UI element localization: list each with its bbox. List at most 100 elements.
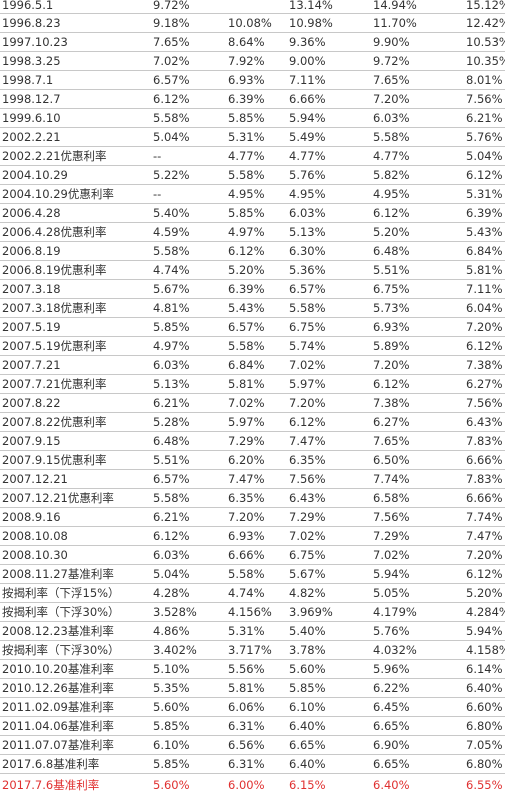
rate-cell: 5.85% [153,719,190,733]
rate-cell: 6.75% [289,548,326,562]
table-row: 2008.12.23基准利率 4.86% 5.31% 5.40% 5.76% 5.94% [0,622,505,641]
rate-cell: 6.48% [153,434,190,448]
rate-cell: 6.93% [373,320,410,334]
rate-cell: 7.83% [466,434,503,448]
rate-cell: 6.12% [153,92,190,106]
table-row: 2004.10.29 5.22% 5.58% 5.76% 5.82% 6.12% [0,166,505,185]
rate-cell: 7.20% [228,510,265,524]
rate-cell: 7.47% [228,472,265,486]
rate-cell: 6.50% [373,453,410,467]
rate-cell: 6.90% [373,738,410,752]
rate-cell: -- [153,149,162,163]
rate-cell: 5.31% [228,624,265,638]
rate-cell: 5.22% [153,168,190,182]
rate-cell: 7.29% [289,510,326,524]
rate-cell: 6.06% [228,700,265,714]
date-cell: 2007.3.18优惠利率 [2,301,107,315]
rate-cell: 7.47% [466,529,503,543]
table-row: 2007.8.22 6.21% 7.02% 7.20% 7.38% 7.56% [0,394,505,413]
rate-cell: 7.11% [466,282,503,296]
rate-cell: 10.08% [228,16,272,30]
rate-cell: 5.40% [289,624,326,638]
rate-cell: 5.74% [289,339,326,353]
rate-cell: 6.66% [466,453,503,467]
rate-cell: 6.10% [153,738,190,752]
date-cell: 2008.10.08 [2,529,68,543]
rate-cell: 5.43% [466,225,503,239]
rate-cell: 6.22% [373,681,410,695]
rate-cell: 5.43% [228,301,265,315]
rate-cell: 6.40% [289,719,326,733]
rate-cell: 6.03% [153,358,190,372]
table-row-highlighted: 2017.7.6基准利率 5.60% 6.00% 6.15% 6.40% 6.55% [0,774,505,797]
date-cell: 1999.6.10 [2,111,61,125]
rate-cell: 6.39% [466,206,503,220]
rate-cell: 4.284% [466,605,505,619]
rate-cell: 5.20% [373,225,410,239]
rate-cell: 3.969% [289,605,333,619]
table-row: 2007.9.15 6.48% 7.29% 7.47% 7.65% 7.83% [0,432,505,451]
rate-cell: 9.72% [373,54,410,68]
rate-cell: 5.58% [153,111,190,125]
rate-cell: 5.56% [228,662,265,676]
table-row: 2006.8.19优惠利率 4.74% 5.20% 5.36% 5.51% 5.81% [0,261,505,280]
date-cell: 2002.2.21 [2,130,61,144]
rate-cell: 4.86% [153,624,190,638]
rate-cell: 5.58% [228,339,265,353]
date-cell: 2007.8.22优惠利率 [2,415,107,429]
rate-cell: 6.12% [373,377,410,391]
rate-cell: 6.93% [228,73,265,87]
rate-cell: 6.66% [466,491,503,505]
rate-cell: 7.92% [228,54,265,68]
rate-cell: 6.35% [228,491,265,505]
rate-cell: 5.04% [466,149,503,163]
rate-cell: 9.36% [289,35,326,49]
table-row: 2007.5.19优惠利率 4.97% 5.58% 5.74% 5.89% 6.12% [0,337,505,356]
rate-cell: 4.156% [228,605,272,619]
rate-cell: 4.77% [228,149,265,163]
rate-cell: 6.39% [228,282,265,296]
rate-cell: 5.58% [153,244,190,258]
rate-cell: 10.98% [289,16,333,30]
rate-cell: 5.51% [153,453,190,467]
rate-cell: 5.05% [373,586,410,600]
rate-cell: 5.58% [228,567,265,581]
date-cell: 2004.10.29优惠利率 [2,187,114,201]
table-row: 2002.2.21 5.04% 5.31% 5.49% 5.58% 5.76% [0,128,505,147]
rate-cell: 3.717% [228,643,272,657]
date-cell: 2007.7.21 [2,358,61,372]
rate-cell: 5.73% [373,301,410,315]
table-row: 1997.10.23 7.65% 8.64% 9.36% 9.90% 10.53% [0,33,505,52]
rate-cell: 6.57% [153,73,190,87]
date-cell: 2017.6.8基准利率 [2,757,100,771]
rate-cell: 10.53% [466,35,505,49]
rate-cell: 7.20% [289,396,326,410]
date-cell: 2007.12.21优惠利率 [2,491,114,505]
rate-cell: 4.97% [228,225,265,239]
rate-cell: 5.04% [153,130,190,144]
table-row: 2004.10.29优惠利率 -- 4.95% 4.95% 4.95% 5.31% [0,185,505,204]
rate-cell: 6.56% [228,738,265,752]
rate-cell: 6.65% [373,757,410,771]
rate-cell: 6.12% [289,415,326,429]
rate-cell: 6.12% [228,244,265,258]
date-cell: 2007.12.21 [2,472,68,486]
table-row: 2007.5.19 5.85% 6.57% 6.75% 6.93% 7.20% [0,318,505,337]
table-row: 2006.4.28优惠利率 4.59% 4.97% 5.13% 5.20% 5.43% [0,223,505,242]
rate-cell: 6.40% [466,681,503,695]
table-row: 2017.6.8基准利率 5.85% 6.31% 6.40% 6.65% 6.80% [0,755,505,774]
rate-cell: 4.95% [228,187,265,201]
rate-cell: 7.02% [153,54,190,68]
rate-cell: 6.21% [153,510,190,524]
rate-cell: 7.29% [228,434,265,448]
rate-cell: 4.74% [228,586,265,600]
rate-cell: 6.40% [289,757,326,771]
rate-cell: 6.21% [153,396,190,410]
rate-cell: 5.04% [153,567,190,581]
table-row: 2006.4.28 5.40% 5.85% 6.03% 6.12% 6.39% [0,204,505,223]
table-row: 1996.5.1 9.72% 13.14% 14.94% 15.12% [0,0,505,14]
date-cell: 1997.10.23 [2,35,68,49]
rate-cell: 7.38% [373,396,410,410]
rate-cell: 14.94% [373,0,417,10]
rate-cell: 5.89% [373,339,410,353]
